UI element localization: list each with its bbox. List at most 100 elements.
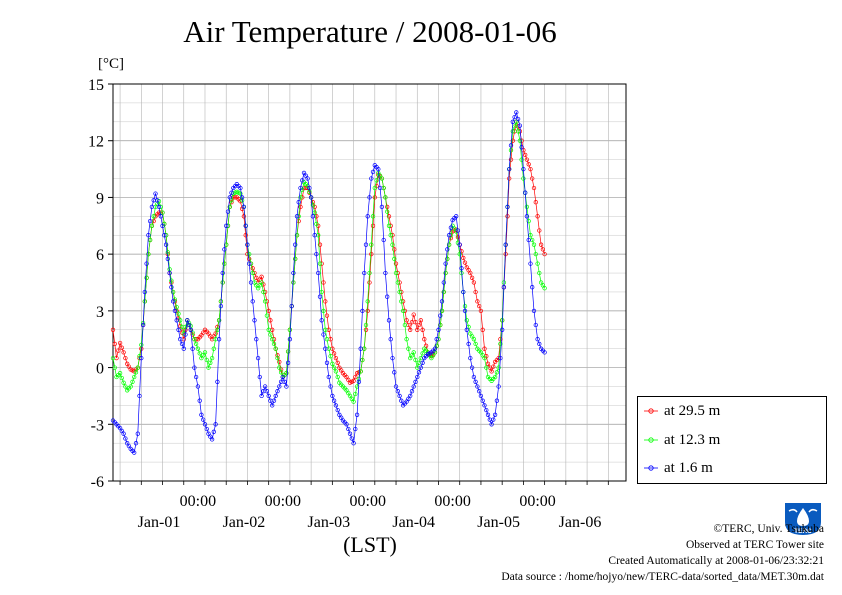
legend-marker-29-5m (644, 408, 658, 414)
data-point (473, 379, 478, 384)
data-point (411, 350, 416, 355)
data-point (404, 318, 409, 323)
data-point (224, 242, 229, 247)
data-point (492, 374, 498, 380)
data-point (119, 345, 124, 350)
data-point (289, 303, 294, 309)
data-point (492, 412, 498, 417)
data-point (211, 429, 216, 434)
data-point (446, 242, 452, 247)
data-point (477, 389, 482, 394)
data-point (259, 274, 264, 279)
data-point (353, 374, 358, 380)
data-point (324, 313, 330, 318)
data-point (496, 365, 501, 370)
data-point (216, 337, 222, 342)
data-point (406, 346, 411, 351)
data-point (121, 431, 126, 436)
data-point (469, 365, 475, 370)
series-line-2 (112, 111, 545, 454)
data-point (264, 313, 270, 318)
data-point (415, 327, 420, 332)
data-point (381, 237, 386, 243)
data-point (498, 341, 503, 347)
data-point (317, 242, 323, 247)
data-point (123, 355, 128, 361)
data-point (489, 369, 494, 374)
data-point (183, 332, 188, 337)
x-tick-label: 00:00 (519, 493, 555, 510)
credit-observed: Observed at TERC Tower site (685, 539, 824, 551)
data-point (537, 270, 542, 276)
data-point (420, 351, 425, 356)
data-point (501, 285, 507, 290)
credits-block: ©TERC, Univ. Tsukuba Observed at TERC To… (501, 521, 824, 585)
data-point (264, 389, 270, 394)
data-point (524, 204, 530, 210)
data-point (383, 270, 388, 276)
data-point (365, 299, 370, 304)
data-point (266, 327, 271, 332)
data-point (285, 360, 291, 365)
data-point (142, 299, 147, 304)
data-point (224, 223, 229, 228)
legend-label-1-6m: at 1.6 m (664, 459, 713, 476)
data-point (324, 337, 330, 342)
data-point (170, 289, 176, 295)
data-point (183, 324, 188, 330)
data-point (121, 380, 126, 385)
data-point (330, 393, 335, 399)
data-point (416, 370, 422, 375)
data-point (519, 157, 524, 162)
data-point (232, 195, 238, 200)
data-point (462, 308, 468, 314)
legend-label-29-5m: at 29.5 m (664, 402, 721, 419)
data-point (310, 202, 316, 208)
data-point (385, 209, 390, 214)
data-point (413, 379, 418, 384)
data-point (238, 185, 243, 191)
data-point (473, 341, 478, 347)
data-point (257, 374, 262, 380)
data-point (436, 327, 441, 332)
data-point (121, 350, 126, 355)
data-point (335, 374, 340, 380)
data-point (273, 346, 278, 351)
data-point (489, 422, 494, 427)
data-point (139, 355, 144, 361)
data-point (215, 327, 220, 332)
data-point (245, 242, 250, 247)
x-day-label: Jan-05 (477, 514, 520, 531)
data-point (293, 256, 298, 262)
data-point (335, 407, 340, 413)
legend-item-1-6m: at 1.6 m (644, 454, 713, 482)
data-point (445, 256, 450, 262)
data-point (268, 318, 273, 323)
data-point (484, 365, 489, 370)
legend-label-12-3m: at 12.3 m (664, 431, 721, 448)
data-point (418, 365, 423, 370)
data-point (280, 374, 285, 380)
data-point (515, 129, 521, 134)
data-point (353, 426, 358, 432)
data-point (369, 176, 374, 181)
data-point (531, 185, 537, 191)
data-point (202, 422, 208, 427)
data-point (393, 261, 399, 266)
data-point (535, 214, 540, 219)
data-point (201, 417, 206, 422)
data-point (262, 384, 268, 389)
data-point (178, 337, 183, 342)
data-point (351, 378, 356, 383)
series-line-0 (112, 120, 545, 384)
data-point (331, 398, 337, 403)
data-point (112, 365, 117, 370)
data-point (537, 228, 542, 233)
x-day-label: Jan-06 (559, 514, 602, 531)
data-point (363, 242, 369, 247)
data-point (110, 355, 116, 361)
data-point (321, 308, 326, 314)
data-point (162, 233, 167, 238)
